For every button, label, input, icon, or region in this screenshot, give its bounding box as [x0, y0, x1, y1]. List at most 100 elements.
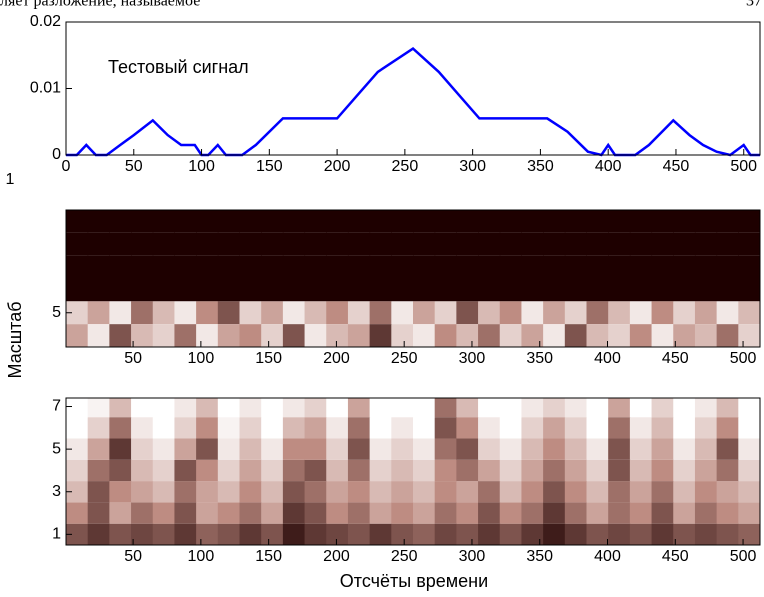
- heat-cell: [738, 301, 761, 325]
- heat-cell: [261, 232, 284, 256]
- heat-cell: [369, 417, 392, 439]
- heat-cell: [716, 255, 739, 279]
- heat-cell: [673, 417, 696, 439]
- heat-cell: [217, 481, 240, 503]
- heat-cell: [87, 398, 110, 418]
- heat-cell: [239, 523, 262, 545]
- heat-cell: [66, 278, 89, 302]
- x-tick-label: 0: [62, 158, 71, 175]
- heat-cell: [413, 459, 436, 482]
- heat-cell: [434, 324, 457, 347]
- heat-cell: [282, 502, 306, 524]
- heat-cell: [87, 278, 110, 302]
- heat-cell: [413, 278, 436, 302]
- heat-cell: [499, 210, 522, 233]
- heat-cell: [521, 502, 544, 524]
- x-tick-label: 100: [188, 548, 215, 565]
- heat-cell: [326, 523, 349, 545]
- heat-cell: [174, 438, 197, 460]
- heat-cell: [239, 278, 262, 302]
- heat-cell: [521, 481, 544, 503]
- heat-cell: [434, 301, 457, 325]
- heat-cell: [629, 502, 653, 524]
- heat-cell: [66, 502, 89, 524]
- heat-cell: [326, 502, 349, 524]
- heat-cell: [131, 324, 154, 347]
- x-tick-label: 50: [124, 548, 142, 565]
- page-header: ляет разложение, называемое: [0, 0, 200, 10]
- axes-box: [65, 209, 761, 348]
- heat-cell: [131, 255, 154, 279]
- heat-cell: [629, 481, 653, 503]
- heat-cell: [304, 523, 327, 545]
- heat-cell: [109, 438, 132, 460]
- heat-cell: [369, 481, 392, 503]
- heat-cell: [261, 324, 284, 347]
- heat-cell: [369, 438, 392, 460]
- heat-cell: [673, 523, 696, 545]
- heat-cell: [304, 255, 327, 279]
- heat-cell: [499, 502, 522, 524]
- heat-cell: [109, 210, 132, 233]
- heat-cell: [369, 301, 392, 325]
- heat-cell: [369, 502, 392, 524]
- heat-cell: [196, 523, 219, 545]
- heat-cell: [66, 324, 89, 347]
- heat-cell: [716, 398, 739, 418]
- heat-cell: [369, 210, 392, 233]
- heat-cell: [738, 232, 761, 256]
- heat-cell: [347, 398, 371, 418]
- heat-cell: [608, 459, 631, 482]
- heat-cell: [651, 481, 674, 503]
- heat-cell: [499, 232, 522, 256]
- heat-cell: [217, 301, 240, 325]
- x-tick-label: 300: [459, 548, 486, 565]
- heat-cell: [217, 417, 240, 439]
- heat-cell: [716, 324, 739, 347]
- heat-cell: [456, 438, 479, 460]
- x-tick-label: 450: [662, 548, 689, 565]
- heat-cell: [478, 417, 501, 439]
- x-tick-label: 500: [730, 158, 757, 175]
- heat-cell: [738, 523, 761, 545]
- x-tick-label: 250: [391, 350, 418, 367]
- heat-cell: [347, 278, 371, 302]
- heat-cell: [109, 502, 132, 524]
- heat-cell: [152, 210, 175, 233]
- heat-cell: [629, 417, 653, 439]
- heat-cell: [586, 502, 609, 524]
- heat-cell: [152, 324, 175, 347]
- heat-cell: [174, 523, 197, 545]
- heat-cell: [304, 301, 327, 325]
- heat-cell: [651, 459, 674, 482]
- heat-cell: [261, 481, 284, 503]
- heat-cell: [478, 255, 501, 279]
- heat-cell: [304, 481, 327, 503]
- heat-cell: [217, 232, 240, 256]
- heat-cell: [521, 398, 544, 418]
- heat-cell: [564, 301, 587, 325]
- heat-cell: [282, 481, 306, 503]
- heat-cell: [694, 210, 718, 233]
- heat-cell: [564, 398, 587, 418]
- heat-cell: [738, 324, 761, 347]
- heat-cell: [152, 481, 175, 503]
- heat-cell: [152, 523, 175, 545]
- heat-cell: [673, 255, 696, 279]
- heat-cell: [174, 301, 197, 325]
- heat-cell: [369, 232, 392, 256]
- heat-cell: [196, 255, 219, 279]
- heat-cell: [326, 278, 349, 302]
- heat-cell: [521, 523, 544, 545]
- x-tick-label: 150: [256, 158, 283, 175]
- heat-cell: [87, 210, 110, 233]
- heat-cell: [66, 398, 89, 418]
- heat-cell: [66, 459, 89, 482]
- heat-cell: [131, 438, 154, 460]
- y-tick-label: 1: [52, 526, 61, 543]
- heat-cell: [521, 255, 544, 279]
- heat-cell: [478, 398, 501, 418]
- heat-cell: [109, 459, 132, 482]
- heat-cell: [521, 459, 544, 482]
- heat-cell: [347, 523, 371, 545]
